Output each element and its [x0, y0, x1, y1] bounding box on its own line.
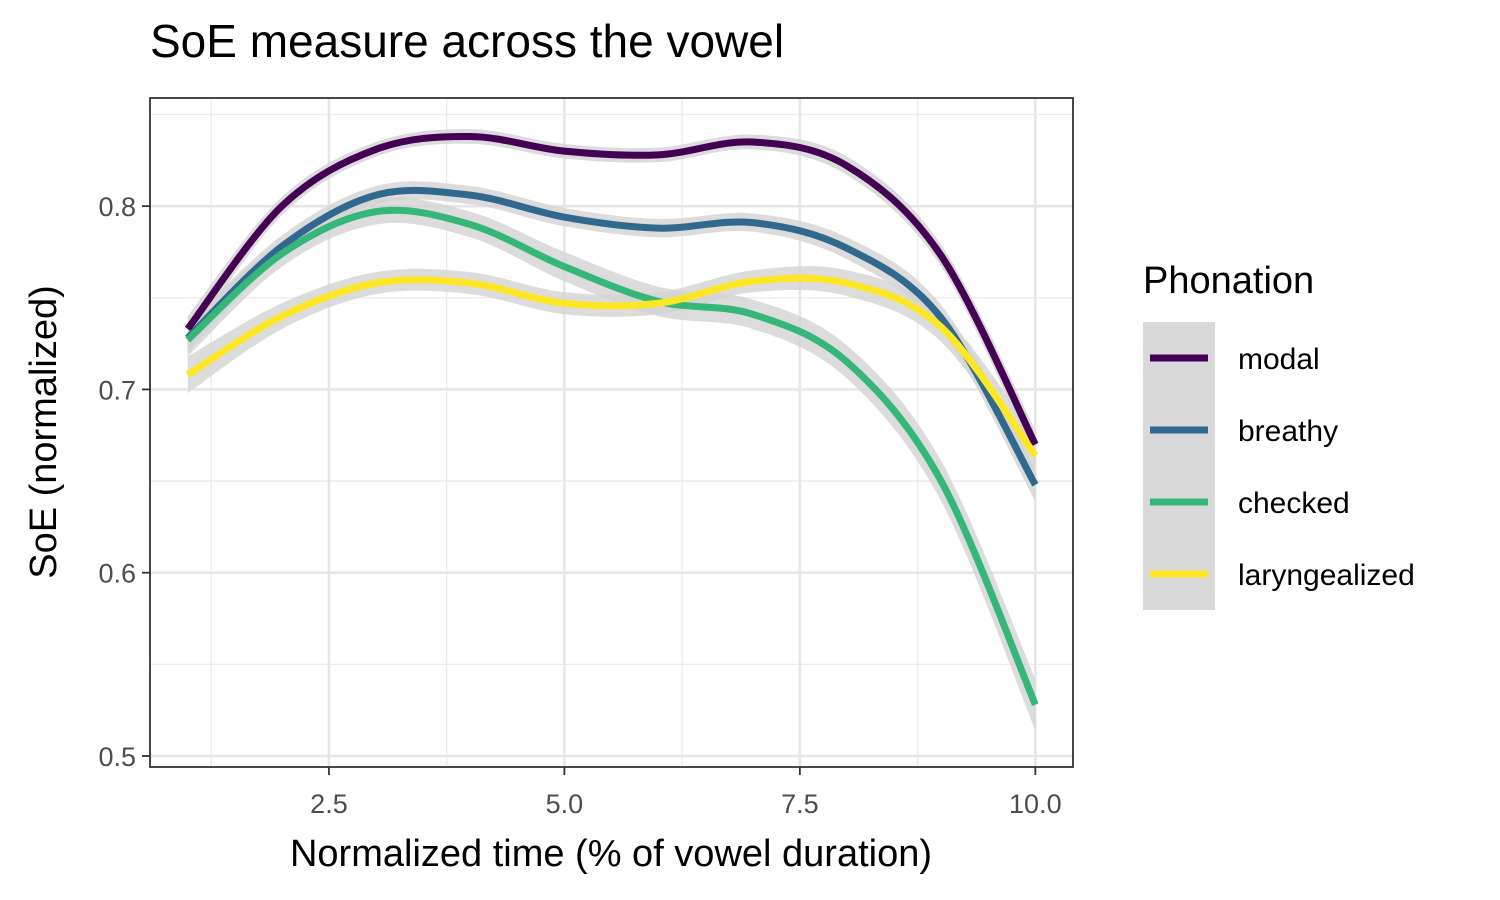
series-line-checked	[185, 206, 1039, 707]
legend-key-background	[1143, 322, 1215, 610]
x-tick-label: 5.0	[546, 789, 584, 819]
axis-layer: 2.5 5.0 7.5 10.0 0.5 0.6 0.7 0.8	[98, 192, 1061, 819]
y-tick-label: 0.8	[98, 192, 136, 222]
series-line-breathy	[185, 186, 1039, 487]
series-line-modal	[184, 132, 1039, 446]
y-axis-title: SoE (normalized)	[23, 285, 65, 579]
x-axis-title: Normalized time (% of vowel duration)	[290, 833, 932, 875]
chart-title: SoE measure across the vowel	[150, 15, 785, 67]
x-tick-label: 7.5	[781, 789, 819, 819]
series-line-layer	[184, 132, 1039, 707]
legend-title: Phonation	[1143, 260, 1314, 302]
legend-label-laryngealized: laryngealized	[1238, 559, 1415, 592]
x-tick-label: 2.5	[310, 789, 348, 819]
series-line-laryngealized	[185, 274, 1039, 458]
legend-label-breathy: breathy	[1238, 415, 1338, 448]
legend: Phonation modal breathy checked laryngealiz…	[1143, 260, 1415, 610]
legend-items: modal breathy checked laryngealized	[1150, 343, 1415, 592]
x-tick-label: 10.0	[1009, 789, 1062, 819]
y-tick-label: 0.6	[98, 559, 136, 589]
legend-label-modal: modal	[1238, 343, 1320, 376]
y-tick-label: 0.5	[98, 742, 136, 772]
legend-label-checked: checked	[1238, 487, 1350, 520]
plot-panel-border	[149, 97, 1074, 768]
confidence-band-checked	[187, 197, 1036, 731]
y-tick-label: 0.7	[98, 375, 136, 405]
